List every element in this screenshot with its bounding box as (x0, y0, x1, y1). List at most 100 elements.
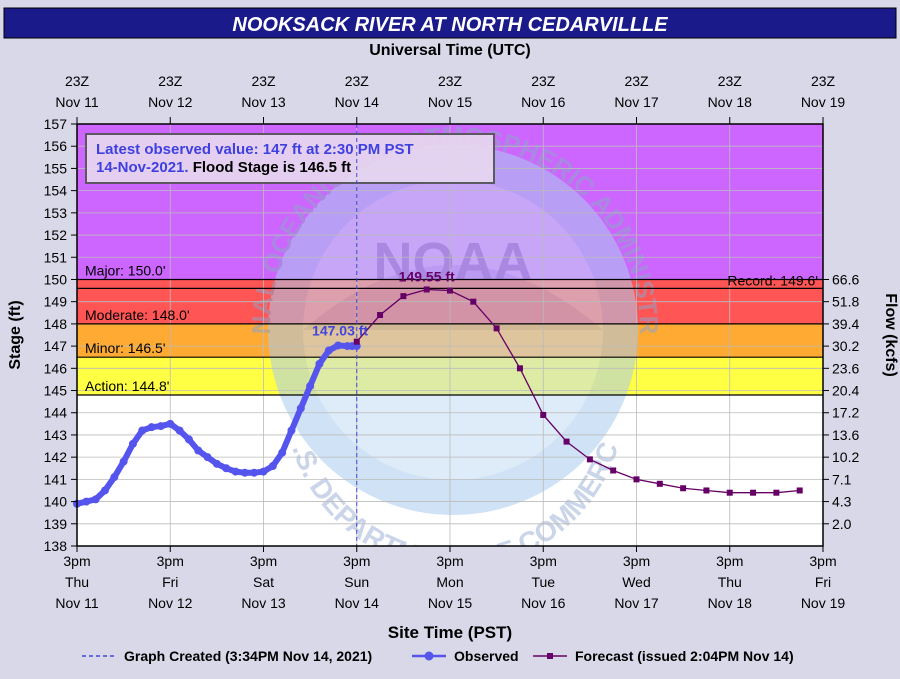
observed-point-2 (91, 495, 100, 504)
info-line-1: Latest observed value: 147 ft at 2:30 PM… (96, 141, 414, 158)
top-tick-label-3: 23Z (345, 73, 370, 89)
bottom-tick-day-1: Fri (162, 574, 178, 590)
y-tick-label-19: 157 (44, 116, 68, 132)
observed-point-18 (240, 468, 249, 477)
y-tick-label-15: 153 (44, 205, 68, 221)
observed-point-4 (110, 473, 119, 482)
y2-tick-label-1: 51.8 (832, 294, 859, 310)
forecast-line (356, 288, 800, 494)
observed-point-10 (166, 419, 175, 428)
y2-tick-label-2: 39.4 (832, 316, 859, 332)
observed-point-14 (203, 453, 212, 462)
y-tick-label-17: 155 (44, 160, 68, 176)
y-tick-label-9: 147 (44, 338, 68, 354)
y2-axis-label: Flow (kcfs) (882, 293, 899, 377)
forecast-point-8 (540, 411, 547, 418)
y2-tick-label-5: 20.4 (832, 383, 859, 399)
forecast-point-10 (586, 456, 593, 463)
top-tick-label-6: 23Z (624, 73, 649, 89)
y2-tick-label-7: 13.6 (832, 427, 859, 443)
y-tick-label-11: 149 (44, 294, 68, 310)
y2-tick-label-3: 30.2 (832, 338, 859, 354)
chart-title: NOOKSACK RIVER AT NORTH CEDARVILLLE (232, 14, 668, 36)
bottom-tick-time-6: 3pm (623, 553, 650, 569)
top-tick-date-2: Nov 13 (241, 94, 286, 110)
y2-axis-ticks: 66.6 51.8 39.4 30.2 23.6 20.4 17.2 13.6 10.2 7.1 4… (823, 271, 859, 532)
forecast-point-2 (400, 293, 407, 300)
top-tick-label-7: 23Z (718, 73, 743, 89)
forecast-point-11 (610, 467, 617, 474)
y-tick-label-12: 150 (44, 271, 68, 287)
legend-forecast-marker (547, 653, 553, 659)
top-axis-title: Universal Time (UTC) (369, 42, 531, 59)
threshold-label-3: Action: 144.8' (85, 378, 169, 394)
top-tick-label-4: 23Z (438, 73, 463, 89)
observed-peak-label: 147.03 ft (312, 322, 368, 338)
observed-point-1 (82, 497, 91, 506)
bottom-tick-date-3: Nov 14 (335, 595, 380, 611)
watermark-center-text: NOAA (374, 232, 533, 292)
info-line-2-flood: Flood Stage is 146.5 ft (189, 159, 352, 176)
forecast-point-13 (656, 480, 663, 487)
observed-point-23 (287, 426, 296, 435)
bottom-tick-date-7: Nov 18 (708, 595, 753, 611)
legend-created: Graph Created (3:34PM Nov 14, 2021) (124, 648, 372, 664)
forecast-point-17 (750, 489, 757, 496)
y-tick-label-6: 144 (44, 405, 68, 421)
forecast-point-3 (423, 286, 430, 293)
observed-point-15 (212, 459, 221, 468)
top-tick-date-6: Nov 17 (614, 94, 659, 110)
observed-point-28 (334, 341, 343, 350)
top-tick-date-7: Nov 18 (708, 94, 753, 110)
observed-point-7 (138, 426, 147, 435)
forecast-point-12 (633, 476, 640, 483)
forecast-point-7 (516, 365, 523, 372)
y-tick-label-13: 151 (44, 249, 68, 265)
forecast-point-16 (726, 489, 733, 496)
top-tick-label-1: 23Z (158, 73, 183, 89)
bottom-tick-time-3: 3pm (343, 553, 370, 569)
y-axis-ticks: 138 139 140 141 142 143 144 145 146 147 148 149 150 1… (44, 116, 77, 554)
top-tick-date-0: Nov 11 (55, 94, 99, 110)
top-tick-date-4: Nov 15 (428, 94, 473, 110)
bottom-tick-date-0: Nov 11 (55, 595, 99, 611)
bottom-tick-date-2: Nov 13 (241, 595, 286, 611)
bottom-axis-ticks: 3pm Thu Nov 11 3pm Fri Nov 12 3pm Sat Nov 13 3pm S… (55, 546, 845, 611)
forecast-point-5 (470, 298, 477, 305)
y-tick-label-16: 154 (44, 183, 68, 199)
y2-tick-label-9: 7.1 (832, 471, 852, 487)
forecast-point-4 (447, 287, 453, 294)
observed-point-12 (184, 435, 193, 444)
y2-tick-label-6: 17.2 (832, 405, 859, 421)
bottom-axis-title: Site Time (PST) (388, 623, 512, 642)
forecast-point-1 (377, 312, 384, 319)
observed-point-11 (175, 426, 184, 435)
observed-point-21 (268, 462, 277, 471)
y-tick-label-7: 145 (44, 383, 68, 399)
threshold-label-2: Minor: 146.5' (85, 340, 166, 356)
info-box: Latest observed value: 147 ft at 2:30 PM… (85, 133, 495, 184)
forecast-peak-label: 149.55 ft (399, 268, 455, 284)
observed-point-5 (119, 457, 128, 466)
observed-point-24 (296, 404, 305, 413)
forecast-point-6 (493, 325, 500, 332)
bottom-tick-date-6: Nov 17 (614, 595, 659, 611)
top-tick-label-2: 23Z (251, 73, 276, 89)
threshold-label-0: Major: 150.0' (85, 262, 166, 278)
bottom-tick-day-0: Thu (65, 574, 89, 590)
y2-tick-label-11: 2.0 (832, 516, 852, 532)
top-tick-date-8: Nov 19 (801, 94, 846, 110)
bottom-tick-day-8: Fri (815, 574, 831, 590)
forecast-series (353, 286, 803, 496)
bottom-tick-day-2: Sat (253, 574, 274, 590)
bottom-tick-time-4: 3pm (436, 553, 463, 569)
observed-point-8 (147, 423, 156, 432)
top-axis-ticks: 23Z Nov 11 23Z Nov 12 23Z Nov 13 23Z Nov 14 23Z N… (55, 73, 845, 124)
y2-tick-label-0: 66.6 (832, 271, 859, 287)
legend: Graph Created (3:34PM Nov 14, 2021) Obse… (82, 648, 794, 664)
y2-tick-label-8: 10.2 (832, 449, 859, 465)
forecast-point-14 (680, 485, 687, 492)
observed-point-16 (222, 464, 231, 473)
svg-text:14-Nov-2021. Flood Stage is 14: 14-Nov-2021. Flood Stage is 146.5 ft (96, 159, 351, 176)
